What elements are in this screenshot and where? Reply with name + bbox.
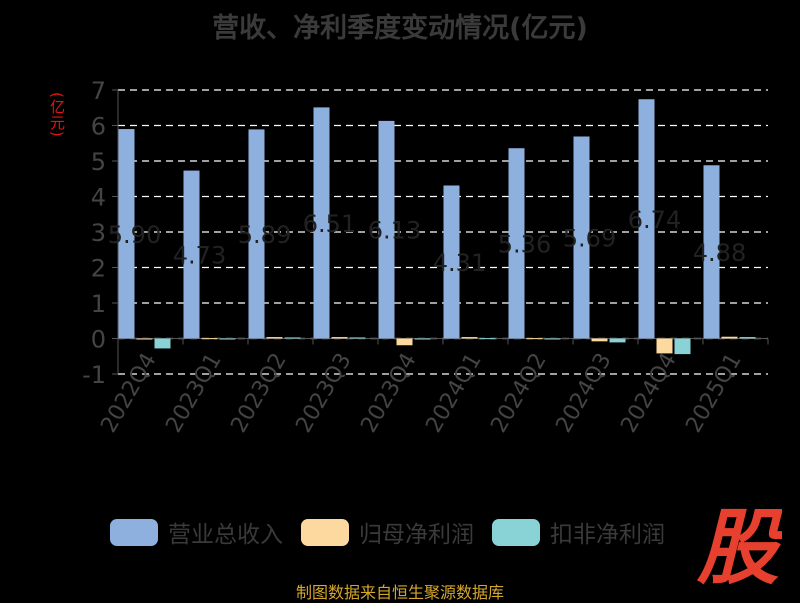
x-tick-label: 2025Q1: [681, 349, 746, 437]
legend-item-net-profit[interactable]: 归母净利润: [301, 515, 474, 549]
y-tick-label: 2: [91, 255, 106, 283]
bar-net-profit: [656, 338, 673, 354]
bar-revenue: [443, 185, 460, 339]
legend-swatch-net-profit: [301, 518, 349, 546]
x-tick-label: 2024Q1: [421, 349, 486, 437]
legend-item-revenue[interactable]: 营业总收入: [110, 515, 283, 549]
legend-item-deducted-profit[interactable]: 扣非净利润: [492, 515, 665, 549]
legend-swatch-deducted-profit: [492, 518, 540, 546]
bar-net-profit: [331, 337, 348, 339]
data-label: 6.13: [368, 217, 421, 245]
bar-deducted-profit: [349, 337, 366, 339]
data-label: 4.88: [693, 239, 746, 267]
legend-label-net-profit: 归母净利润: [359, 522, 474, 548]
bar-revenue: [118, 129, 135, 339]
bar-net-profit: [461, 337, 478, 339]
y-tick-label: 5: [91, 148, 106, 176]
bar-deducted-profit: [609, 338, 626, 343]
bar-deducted-profit: [479, 338, 496, 340]
y-tick-label: -1: [82, 361, 106, 389]
bar-deducted-profit: [284, 337, 301, 339]
legend-swatch-revenue: [110, 518, 158, 546]
bar-revenue: [378, 120, 395, 339]
bar-net-profit: [721, 336, 738, 339]
y-tick-label: 1: [91, 290, 106, 318]
legend-label-revenue: 营业总收入: [168, 522, 283, 548]
x-tick-label: 2023Q4: [356, 349, 421, 437]
bar-net-profit: [526, 338, 543, 340]
legend: 营业总收入 归母净利润 扣非净利润: [110, 515, 665, 549]
data-label: 6.74: [628, 206, 681, 234]
bar-revenue: [248, 129, 265, 339]
bar-deducted-profit: [219, 338, 236, 340]
data-label: 4.73: [173, 242, 226, 270]
x-tick-label: 2023Q2: [226, 349, 291, 437]
y-tick-label: 4: [91, 184, 106, 212]
y-tick-label: 0: [91, 326, 106, 354]
bar-revenue: [573, 136, 590, 339]
svg-text:股: 股: [696, 501, 782, 588]
bar-revenue: [638, 99, 655, 339]
bar-revenue: [703, 165, 720, 339]
bar-deducted-profit: [414, 338, 431, 340]
data-label: 5.36: [498, 230, 551, 258]
bar-net-profit: [591, 338, 608, 342]
bar-net-profit: [396, 338, 413, 346]
bar-revenue: [508, 148, 525, 339]
x-tick-label: 2023Q3: [291, 349, 356, 437]
x-tick-label: 2022Q4: [96, 349, 161, 437]
y-tick-label: 3: [91, 219, 106, 247]
data-label: 6.51: [303, 210, 356, 238]
y-axis-unit: (亿元): [48, 92, 66, 138]
x-tick-label: 2024Q3: [551, 349, 616, 437]
bar-net-profit: [136, 338, 153, 340]
chart-title: 营收、净利季度变动情况(亿元): [212, 13, 588, 44]
legend-label-deducted-profit: 扣非净利润: [550, 522, 665, 548]
x-tick-label: 2024Q2: [486, 349, 551, 437]
data-source-note: 制图数据来自恒生聚源数据库: [295, 583, 504, 602]
bar-deducted-profit: [739, 337, 756, 339]
data-label: 5.90: [108, 221, 161, 249]
bar-deducted-profit: [154, 338, 171, 349]
data-label: 4.31: [433, 249, 486, 277]
y-tick-label: 7: [91, 77, 106, 105]
x-tick-label: 2024Q4: [616, 349, 681, 437]
y-tick-label: 6: [91, 113, 106, 141]
bar-deducted-profit: [544, 338, 561, 340]
brand-logo: 股: [696, 501, 782, 588]
bar-net-profit: [201, 338, 218, 340]
data-label: 5.89: [238, 221, 291, 249]
bar-deducted-profit: [674, 338, 691, 355]
bar-revenue: [183, 170, 200, 339]
bar-net-profit: [266, 337, 283, 339]
x-tick-label: 2023Q1: [161, 349, 226, 437]
data-label: 5.69: [563, 225, 616, 253]
bar-revenue: [313, 107, 330, 339]
